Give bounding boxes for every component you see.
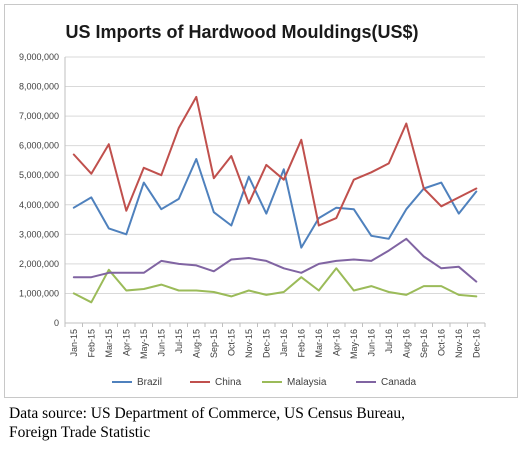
- x-tick-label-1: Feb-15: [86, 329, 96, 358]
- y-tick-label-7: 7,000,000: [19, 111, 59, 121]
- y-tick-label-5: 5,000,000: [19, 170, 59, 180]
- series-line-china: [72, 95, 478, 227]
- legend-label-china: China: [215, 377, 242, 388]
- x-tick-label-17: Jun-16: [366, 329, 376, 357]
- x-tick-label-0: Jan-15: [69, 329, 79, 357]
- chart-frame: US Imports of Hardwood Mouldings(US$) 0 1…: [4, 4, 518, 398]
- caption-line-2: Foreign Trade Statistic: [9, 424, 151, 441]
- y-tick-label-9: 9,000,000: [19, 52, 59, 62]
- series-line-canada: [72, 237, 478, 283]
- y-tick-label-0: 0: [54, 318, 59, 328]
- legend-label-malaysia: Malaysia: [287, 377, 327, 388]
- x-tick-label-16: May-16: [349, 329, 359, 359]
- data-source-caption: Data source: US Department of Commerce, …: [9, 404, 521, 442]
- x-tick-label-6: Jul-15: [174, 329, 184, 354]
- x-tick-label-14: Mar-16: [314, 329, 324, 358]
- x-tick-label-19: Aug-16: [401, 329, 411, 358]
- x-tick-label-23: Dec-16: [471, 329, 481, 358]
- axes: [64, 57, 486, 327]
- y-tick-label-1: 1,000,000: [19, 288, 59, 298]
- x-tick-label-12: Jan-16: [279, 329, 289, 357]
- x-tick-label-3: Apr-15: [121, 329, 131, 356]
- legend-label-canada: Canada: [381, 377, 416, 388]
- x-tick-label-15: Apr-16: [331, 329, 341, 356]
- y-tick-label-2: 2,000,000: [19, 259, 59, 269]
- x-tick-label-2: Mar-15: [104, 329, 114, 358]
- x-tick-label-9: Oct-15: [226, 329, 236, 356]
- y-tick-label-8: 8,000,000: [19, 82, 59, 92]
- series-lines: [72, 95, 478, 304]
- x-tick-label-18: Jul-16: [384, 329, 394, 354]
- x-tick-label-11: Dec-15: [261, 329, 271, 358]
- x-tick-label-4: May-15: [139, 329, 149, 359]
- series-line-malaysia: [72, 267, 478, 304]
- x-tick-label-21: Oct-16: [436, 329, 446, 356]
- x-tick-labels: Jan-15 Feb-15 Mar-15 Apr-15 May-15 Jun-15 Jul-…: [69, 329, 482, 359]
- y-tick-label-4: 4,000,000: [19, 200, 59, 210]
- gridlines: [65, 56, 485, 294]
- x-tick-label-13: Feb-16: [296, 329, 306, 358]
- y-tick-label-6: 6,000,000: [19, 141, 59, 151]
- line-chart: US Imports of Hardwood Mouldings(US$) 0 1…: [19, 22, 486, 388]
- x-tick-label-8: Sep-15: [209, 329, 219, 358]
- x-tick-label-5: Jun-15: [156, 329, 166, 357]
- y-tick-label-3: 3,000,000: [19, 229, 59, 239]
- caption-line-1: Data source: US Department of Commerce, …: [9, 405, 406, 422]
- x-tick-label-10: Nov-15: [244, 329, 254, 358]
- chart-title: US Imports of Hardwood Mouldings(US$): [66, 22, 419, 42]
- legend: Brazil China Malaysia Canada: [112, 377, 416, 388]
- y-tick-labels: 0 1,000,000 2,000,000 3,000,000 4,000,000 5,0…: [19, 52, 59, 328]
- series-line-brazil: [72, 158, 478, 249]
- x-tick-label-7: Aug-15: [191, 329, 201, 358]
- x-tick-label-22: Nov-16: [454, 329, 464, 358]
- x-tick-label-20: Sep-16: [419, 329, 429, 358]
- legend-label-brazil: Brazil: [137, 377, 162, 388]
